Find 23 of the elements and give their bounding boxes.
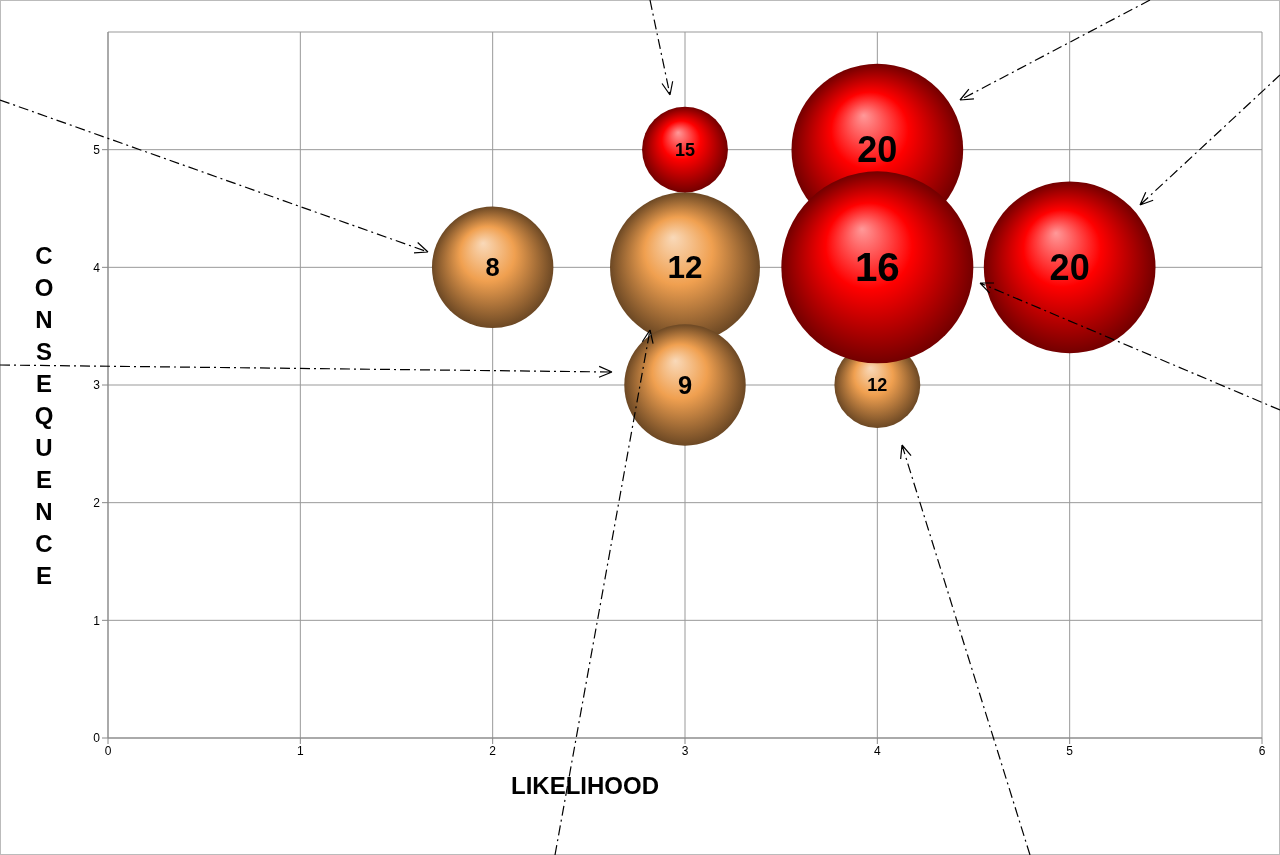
annotation: 15 [674, 139, 696, 160]
y-tick-label: 5 [93, 142, 101, 157]
x-tick-label: 4 [873, 743, 881, 758]
y-tick-label: 3 [93, 378, 101, 393]
y-tick-label: 1 [93, 613, 101, 628]
x-tick-label: 6 [1258, 743, 1266, 758]
annotation: 12 [867, 375, 888, 395]
x-tick-label: 5 [1066, 743, 1074, 758]
x-tick-label: 3 [681, 743, 689, 758]
annotation: 8 [485, 253, 500, 282]
annotation: 20 [1049, 246, 1090, 288]
x-tick-label: 0 [104, 743, 112, 758]
annotation: 20 [857, 129, 898, 171]
text: CONSEQUENCE [34, 242, 54, 589]
x-axis-title: LIKELIHOOD [510, 772, 660, 800]
y-tick-label: 0 [93, 731, 101, 746]
x-tick-label: 1 [296, 743, 304, 758]
y-tick-label: 4 [93, 260, 101, 275]
annotation: 16 [854, 244, 900, 291]
annotation: 12 [667, 249, 703, 286]
annotation: 9 [677, 371, 693, 399]
x-tick-label: 2 [489, 743, 497, 758]
y-tick-label: 2 [93, 495, 101, 510]
